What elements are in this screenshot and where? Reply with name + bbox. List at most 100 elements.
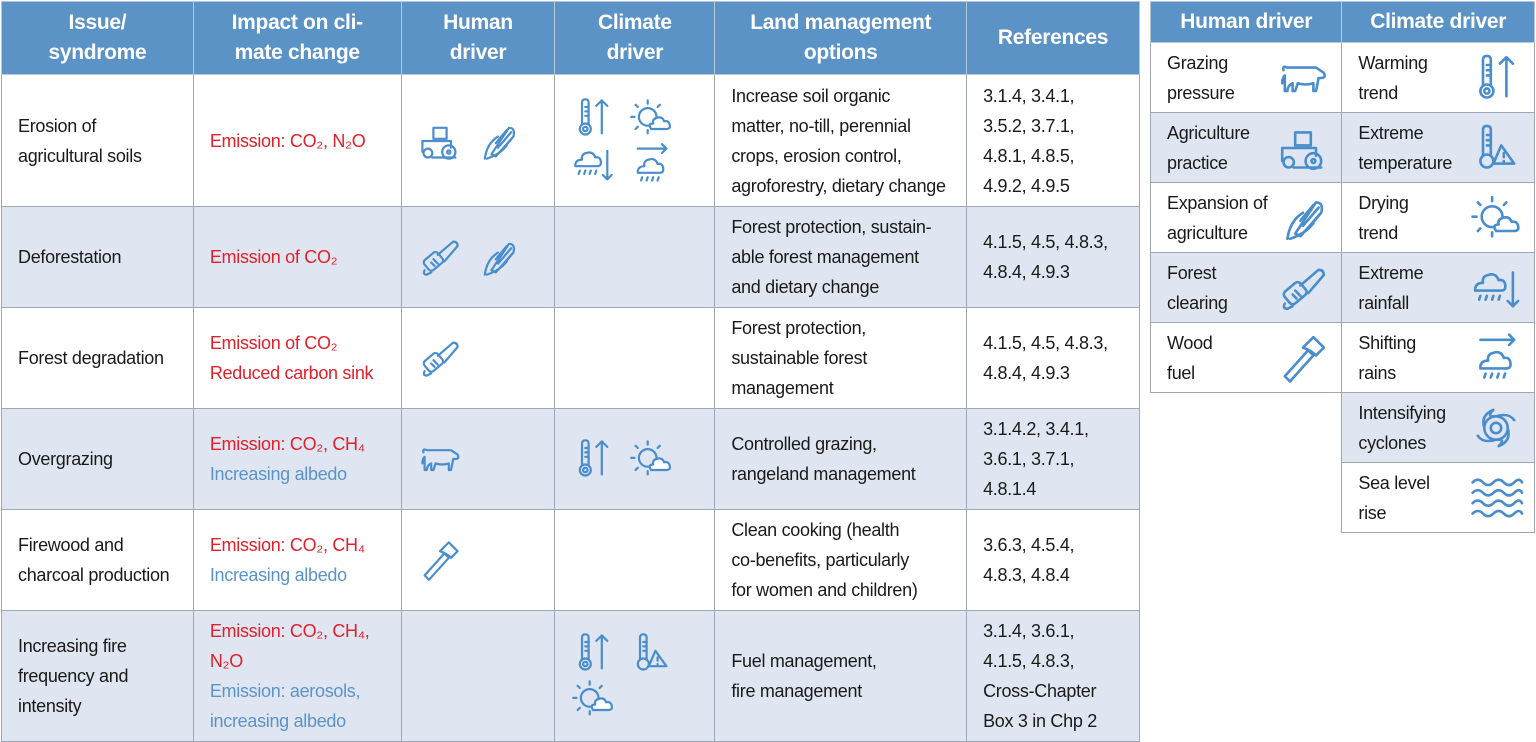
legend-human-item: Expansion of agriculture (1149, 182, 1343, 253)
land-management-cell: Forest protection, sustainable forest ma… (714, 307, 968, 409)
thermometer-up-icon (579, 633, 609, 671)
impact-text: Emission: CO₂, CH₄ (209, 434, 365, 454)
impact-text: Emission of CO₂ Reduced carbon sink (209, 333, 374, 383)
legend-label: Forest clearing (1167, 262, 1228, 313)
references-cell: 3.1.4.2, 3.4.1, 3.6.1, 3.7.1, 4.8.1.4 (966, 408, 1140, 510)
impact-text: Increasing albedo (209, 565, 347, 585)
legend-header-human: Human driver (1149, 1, 1343, 43)
legend-human-item: Forest clearing (1149, 252, 1343, 323)
legend-row: Grazing pressure Warming trend (1149, 42, 1535, 113)
thermometer-up-icon (1479, 54, 1515, 99)
human-driver-cell (400, 610, 556, 742)
legend-label: Agriculture practice (1167, 122, 1250, 173)
impact-cell: Emission of CO₂ Reduced carbon sink (192, 307, 402, 409)
legend-label: Warming trend (1358, 52, 1428, 103)
impact-cell: Emission: CO₂, CH₄ Increasing albedo (192, 408, 402, 510)
table-row: Overgrazing Emission: CO₂, CH₄ Increasing… (1, 408, 1140, 510)
legend-climate-item: Intensifying cyclones (1341, 392, 1535, 463)
legend-climate-item: Drying trend (1341, 182, 1535, 253)
issue-cell: Deforestation (1, 206, 194, 308)
corn-icon (483, 242, 515, 276)
chainsaw-icon (1281, 267, 1326, 310)
header-issue: Issue/ syndrome (1, 1, 194, 75)
land-management-cell: Controlled grazing, rangeland management (714, 408, 968, 510)
legend-label: Extreme rainfall (1358, 262, 1424, 313)
chainsaw-icon (420, 240, 459, 276)
human-driver-cell (400, 307, 556, 409)
climate-driver-cell (554, 509, 716, 611)
legend-row: Forest clearing Extreme rainfall (1149, 252, 1535, 323)
human-driver-cell (400, 74, 556, 207)
impact-cell: Emission: CO₂, N₂O (192, 74, 402, 207)
tractor-icon (1281, 130, 1323, 170)
header-climate-driver: Climate driver (554, 1, 716, 75)
axe-icon (1283, 335, 1326, 383)
table-row: Forest degradation Emission of CO₂ Reduc… (1, 307, 1140, 409)
legend-row: Agriculture practice Extreme temperature (1149, 112, 1535, 183)
legend-climate-item: Extreme temperature (1341, 112, 1535, 183)
table-row: Erosion of agricultural soils Emission: … (1, 74, 1140, 207)
sun-cloud-icon (572, 680, 614, 716)
rain-down-icon (574, 149, 614, 180)
references-cell: 4.1.5, 4.5, 4.8.3, 4.8.4, 4.9.3 (966, 206, 1140, 308)
legend-row: Sea level rise (1150, 462, 1535, 533)
driver-legend-table: Human driver Climate driver Grazing pres… (1149, 1, 1535, 533)
human-driver-cell (400, 408, 556, 510)
issue-cell: Firewood and charcoal production (1, 509, 194, 611)
climate-driver-cell (554, 610, 716, 742)
rain-down-icon (1473, 270, 1520, 308)
legend-label: Wood fuel (1167, 332, 1213, 383)
thermometer-warning-icon (1479, 124, 1516, 169)
impact-cell: Emission of CO₂ (192, 206, 402, 308)
shifting-rain-icon (637, 142, 668, 182)
legend-label: Drying trend (1358, 192, 1409, 243)
impact-text: Emission: CO₂, N₂O (209, 130, 366, 151)
land-issues-table: Issue/ syndrome Impact on cli- mate chan… (1, 1, 1140, 742)
legend-row: Wood fuel Shifting rains (1149, 322, 1535, 393)
legend-human-item: Agriculture practice (1149, 112, 1343, 183)
impact-text: Emission: CO₂, CH₄ (209, 535, 365, 555)
impact-text: Emission: CO₂, CH₄, N₂O (209, 621, 370, 671)
corn-icon (1286, 200, 1324, 240)
issue-cell: Increasing fire frequency and intensity (1, 610, 194, 742)
table-row: Firewood and charcoal production Emissio… (1, 509, 1140, 611)
legend-label: Sea level rise (1358, 472, 1430, 523)
sun-cloud-icon (630, 440, 672, 476)
header-impact: Impact on cli- mate change (192, 1, 402, 75)
table-row: Increasing fire frequency and intensity … (1, 610, 1140, 742)
legend-label: Grazing pressure (1167, 52, 1235, 103)
legend-climate-item: Sea level rise (1341, 462, 1535, 533)
cow-icon (1281, 64, 1327, 92)
references-cell: 3.1.4, 3.6.1, 4.1.5, 4.8.3, Cross-Chapte… (966, 610, 1140, 742)
impact-text: Increasing albedo (209, 464, 347, 484)
legend-label: Expansion of agriculture (1167, 192, 1268, 243)
climate-driver-cell (554, 206, 716, 308)
legend-human-item: Grazing pressure (1149, 42, 1343, 113)
human-driver-cell (400, 206, 556, 308)
impact-text: Emission of CO₂ (209, 247, 338, 267)
sun-cloud-icon (1471, 195, 1520, 237)
human-driver-cell (400, 509, 556, 611)
legend-climate-item: Extreme rainfall (1341, 252, 1535, 323)
legend-header-climate: Climate driver (1341, 1, 1535, 43)
references-cell: 4.1.5, 4.5, 4.8.3, 4.8.4, 4.9.3 (966, 307, 1140, 409)
shifting-rain-icon (1479, 332, 1516, 379)
issue-cell: Forest degradation (1, 307, 194, 409)
land-management-cell: Clean cooking (health co-benefits, parti… (714, 509, 968, 611)
axe-icon (423, 541, 459, 581)
header-human-driver: Human driver (400, 1, 556, 75)
table-header-row: Issue/ syndrome Impact on cli- mate chan… (1, 1, 1140, 75)
table-row: Deforestation Emission of CO₂ Forest pro… (1, 206, 1140, 308)
land-management-cell: Forest protection, sustain- able forest … (714, 206, 968, 308)
impact-cell: Emission: CO₂, CH₄ Increasing albedo (192, 509, 402, 611)
chainsaw-icon (420, 341, 459, 377)
climate-driver-cell (554, 74, 716, 207)
corn-icon (483, 126, 515, 160)
thermometer-up-icon (579, 439, 609, 477)
land-management-cell: Fuel management, fire management (714, 610, 968, 742)
issue-cell: Overgrazing (1, 408, 194, 510)
cow-icon (420, 448, 460, 472)
land-management-cell: Increase soil organic matter, no-till, p… (714, 74, 968, 207)
thermometer-warning-icon (637, 633, 668, 671)
legend-label: Extreme temperature (1358, 122, 1453, 173)
